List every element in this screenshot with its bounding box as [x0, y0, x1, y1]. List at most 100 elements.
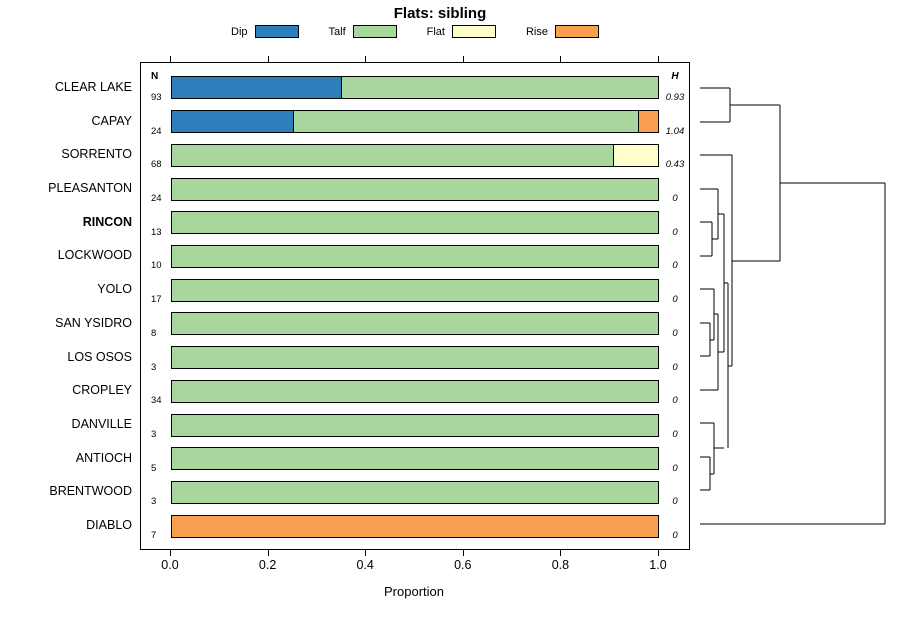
- n-value: 24: [151, 125, 162, 137]
- plot-area: N H 93 0.93 24 1.04 68 0.43 24 0 13 0 10 0 17 0 8 0 3 0 34…: [140, 62, 690, 550]
- legend-swatch-rise: [555, 25, 599, 38]
- h-value: 0: [672, 294, 678, 306]
- bar-segment-talf: [172, 279, 658, 301]
- legend-label: Dip: [231, 25, 248, 38]
- bar-row: [171, 110, 659, 134]
- n-value: 10: [151, 260, 162, 272]
- bar-row: [171, 177, 659, 201]
- bar-segment-flat: [614, 144, 658, 166]
- bar-segment-talf: [172, 144, 615, 166]
- bar-segment-talf: [172, 178, 658, 200]
- x-axis-tick-label: 0.8: [551, 558, 570, 572]
- row-label: CLEAR LAKE: [54, 79, 132, 94]
- legend: Dip Talf Flat Rise: [140, 25, 690, 38]
- x-axis-tick-bottom: [658, 550, 659, 556]
- h-value: 0: [672, 327, 678, 339]
- legend-swatch-flat: [451, 25, 496, 38]
- h-column-header: H: [671, 71, 679, 82]
- n-value: 8: [151, 327, 157, 339]
- row-label: SORRENTO: [61, 147, 132, 162]
- bar-segment-talf: [172, 245, 658, 267]
- row-label: ANTIOCH: [75, 450, 132, 465]
- x-axis-tick-top: [560, 56, 562, 62]
- n-value: 7: [151, 530, 157, 542]
- x-axis-tick-label: 0.4: [356, 558, 374, 572]
- x-axis-tick-bottom: [267, 550, 269, 556]
- dendrogram: [700, 87, 886, 525]
- bar-row: [171, 278, 659, 302]
- n-value: 5: [151, 462, 157, 474]
- bar-row: [171, 413, 659, 437]
- bar-segment-talf: [172, 313, 658, 335]
- x-axis-tick-top: [267, 56, 269, 62]
- bar-segment-dip: [172, 77, 343, 99]
- x-axis-tick-top: [462, 56, 464, 62]
- x-axis-tick-label: 0.0: [161, 558, 179, 572]
- legend-swatch-dip: [254, 25, 299, 38]
- bar-row: [171, 447, 659, 471]
- legend-item-talf: Talf: [329, 25, 397, 38]
- n-value: 3: [151, 361, 157, 373]
- bar-segment-talf: [172, 380, 658, 402]
- n-value: 93: [151, 91, 162, 103]
- h-value: 0.93: [665, 91, 685, 103]
- h-value: 0: [672, 361, 678, 373]
- row-label: YOLO: [97, 282, 132, 297]
- h-value: 1.04: [665, 125, 685, 137]
- x-axis-tick-label: 0.2: [258, 558, 277, 572]
- bar-segment-dip: [172, 111, 294, 133]
- n-column-header: N: [151, 71, 159, 82]
- legend-label: Talf: [328, 25, 346, 38]
- bar-row: [171, 76, 659, 100]
- legend-item-dip: Dip: [231, 25, 299, 38]
- h-value: 0: [672, 260, 678, 272]
- bar-segment-rise: [638, 111, 658, 133]
- bar-row: [171, 244, 659, 268]
- row-label: RINCON: [82, 214, 132, 229]
- h-value: 0: [672, 193, 678, 204]
- h-value: 0: [672, 462, 678, 474]
- n-value: 3: [151, 429, 157, 440]
- n-value: 17: [151, 294, 162, 306]
- bar-segment-talf: [342, 77, 658, 99]
- bar-row: [171, 346, 659, 370]
- bar-row: [171, 514, 659, 538]
- row-label: LOCKWOOD: [57, 248, 132, 263]
- bar-segment-talf: [172, 212, 658, 234]
- n-value: 13: [151, 226, 162, 238]
- h-value: 0: [672, 496, 678, 508]
- bar-segment-talf: [172, 347, 658, 369]
- bar-segment-talf: [172, 481, 658, 503]
- row-label: CROPLEY: [72, 383, 132, 398]
- row-label: SAN YSIDRO: [55, 315, 132, 330]
- chart-title: Flats: sibling: [393, 5, 487, 22]
- row-label: DANVILLE: [71, 416, 132, 431]
- x-axis-tick-bottom: [462, 550, 464, 556]
- x-axis-tick-label: 0.6: [454, 558, 472, 572]
- h-value: 0: [672, 429, 678, 440]
- n-value: 68: [151, 159, 162, 171]
- h-value: 0: [672, 395, 678, 407]
- bar-segment-rise: [172, 515, 658, 537]
- bar-row: [171, 211, 659, 235]
- x-axis-tick-label: 1.0: [649, 558, 667, 572]
- row-label: BRENTWOOD: [49, 484, 132, 499]
- bar-row: [171, 480, 659, 504]
- bar-row: [171, 143, 659, 167]
- n-value: 34: [151, 395, 162, 407]
- row-label: PLEASANTON: [48, 180, 132, 195]
- legend-item-flat: Flat: [427, 25, 496, 38]
- x-axis-tick-bottom: [365, 550, 367, 556]
- bar-segment-talf: [172, 414, 658, 436]
- x-axis-tick-top: [170, 56, 171, 62]
- bar-segment-talf: [293, 111, 639, 133]
- bar-segment-talf: [172, 448, 658, 470]
- bar-row: [171, 312, 659, 336]
- x-axis-tick-bottom: [560, 550, 562, 556]
- row-label: LOS OSOS: [67, 349, 132, 364]
- bar-row: [171, 379, 659, 403]
- h-value: 0.43: [665, 159, 685, 171]
- legend-label: Flat: [426, 25, 445, 38]
- x-axis-label: Proportion: [384, 584, 444, 599]
